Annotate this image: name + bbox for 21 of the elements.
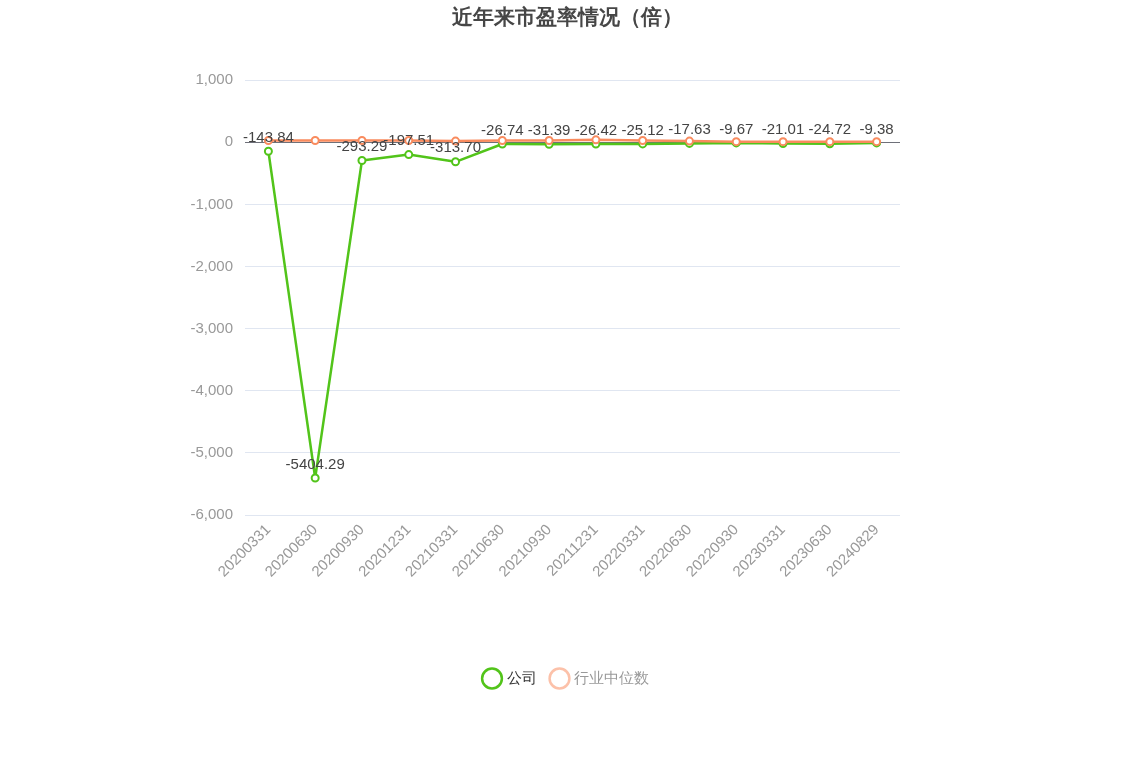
y-tick-label: 1,000: [195, 70, 233, 88]
data-label: -24.72: [808, 120, 852, 138]
y-tick-label: -2,000: [190, 256, 233, 274]
data-label: -21.01: [761, 120, 805, 138]
data-label: -143.84: [242, 127, 294, 145]
legend-label: 公司: [506, 668, 537, 686]
data-label: -17.63: [668, 120, 711, 138]
y-tick-label: 0: [224, 132, 233, 150]
data-label: -31.39: [527, 120, 571, 138]
y-tick-label: -1,000: [190, 194, 233, 212]
data-label: -26.42: [574, 120, 618, 138]
y-tick-label: -5,000: [190, 443, 233, 461]
data-label: -26.74: [481, 120, 524, 138]
chart-title: 近年来市盈率情况（倍）: [450, 5, 683, 29]
data-label: -9.67: [719, 119, 754, 137]
y-tick-label: -4,000: [190, 380, 233, 398]
legend-label: 行业中位数: [574, 668, 649, 686]
data-label: -25.12: [621, 120, 664, 138]
y-tick-label: -6,000: [190, 505, 233, 523]
data-label: -9.38: [859, 119, 894, 137]
y-tick-label: -3,000: [190, 318, 233, 336]
